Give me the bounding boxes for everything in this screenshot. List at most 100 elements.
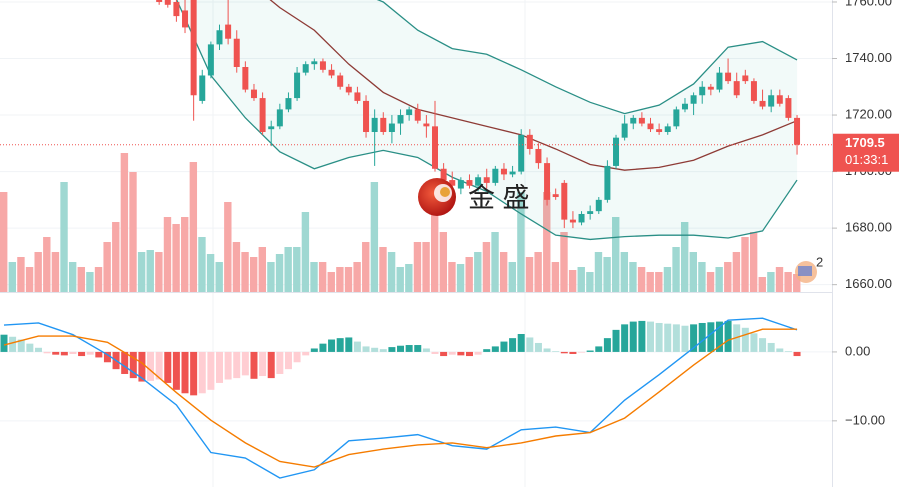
volume-bar — [51, 252, 60, 292]
candle-body — [742, 75, 749, 82]
macd-bar — [241, 351, 249, 376]
macd-bar — [560, 351, 568, 354]
macd-bar — [612, 329, 620, 352]
volume-bar — [8, 262, 17, 292]
volume-bar — [560, 232, 568, 292]
macd-bar — [578, 351, 586, 353]
volume-bar — [439, 232, 448, 292]
volume-bar — [405, 264, 413, 292]
candle-body — [406, 109, 413, 116]
volume-bar — [137, 252, 146, 292]
volume-bar — [474, 252, 482, 292]
volume-bar — [353, 262, 361, 292]
volume-bar — [715, 267, 723, 292]
volume-bar — [198, 237, 206, 292]
macd-bar — [17, 339, 25, 352]
volume-bar — [318, 262, 327, 292]
candle-body — [199, 75, 206, 101]
volume-bar — [499, 252, 508, 292]
volume-bar — [310, 262, 318, 292]
macd-bar — [759, 338, 767, 352]
candle-body — [725, 72, 732, 82]
volume-bar — [68, 262, 77, 292]
volume-bar — [775, 267, 784, 292]
price-tag-text: 1709.5 — [845, 135, 885, 150]
candle-body — [432, 126, 438, 169]
candle-body — [268, 126, 275, 130]
volume-bar — [663, 267, 672, 292]
macd-bar — [741, 327, 749, 352]
volume-bar — [284, 247, 292, 292]
macd-bar — [147, 351, 155, 381]
volume-bar — [577, 267, 585, 292]
volume-bar — [206, 254, 215, 292]
logo-dot — [440, 187, 450, 197]
macd-bar — [336, 338, 344, 352]
macd-bar — [216, 351, 223, 383]
macd-bar — [457, 351, 465, 356]
macd-bar — [388, 347, 396, 352]
candle-body — [207, 44, 214, 76]
volume-bar — [422, 242, 430, 292]
macd-bar — [172, 351, 180, 390]
candle-body — [319, 61, 326, 70]
macd-bar — [603, 338, 611, 352]
macd-bar — [750, 333, 758, 352]
candle-body — [285, 98, 292, 110]
y-tick-label: 1740.00 — [845, 50, 892, 65]
macd-bar — [405, 345, 413, 352]
macd-bar — [26, 343, 34, 352]
macd-bar — [621, 324, 629, 352]
volume-bar — [603, 257, 611, 292]
candle-body — [673, 109, 680, 127]
candle-body — [182, 10, 189, 28]
y-tick-label: 0.00 — [845, 343, 870, 358]
volume-bar — [25, 267, 34, 292]
y-tick-label: −10.00 — [845, 412, 885, 427]
candle-body — [233, 38, 240, 67]
candle-body — [500, 168, 507, 175]
macd-bar — [284, 351, 292, 370]
candle-body — [414, 109, 421, 121]
candle-body — [173, 1, 180, 17]
candle-body — [242, 66, 249, 90]
macd-bar — [233, 351, 241, 379]
band-middle — [269, 0, 798, 171]
candle-body — [535, 148, 542, 164]
volume-bar — [749, 232, 758, 292]
volume-bar — [215, 262, 223, 292]
volume-bar — [517, 192, 525, 292]
candle-body — [604, 165, 611, 200]
volume-bar — [43, 237, 51, 292]
macd-bar — [655, 322, 663, 352]
macd-bar — [647, 321, 654, 352]
macd-bar — [534, 342, 542, 352]
candle-body — [311, 61, 318, 65]
candle-body — [440, 168, 447, 181]
macd-bar — [69, 351, 77, 354]
macd-bar — [586, 350, 594, 352]
volume-bar — [362, 242, 370, 292]
macd-bar — [776, 348, 784, 352]
candle-body — [578, 213, 585, 223]
macd-bar — [43, 351, 51, 354]
candle-body — [397, 115, 404, 124]
volume-bar — [508, 262, 516, 292]
volume-bar — [689, 252, 697, 292]
macd-bar — [129, 351, 137, 379]
macd-bar — [784, 351, 792, 352]
candle-body — [621, 123, 628, 138]
macd-bar — [681, 325, 689, 352]
volume-bar — [344, 267, 353, 292]
badge-count: 2 — [816, 254, 823, 269]
macd-bar — [207, 351, 215, 390]
macd-bar — [86, 351, 94, 355]
volume-bar — [301, 212, 310, 292]
candle-body — [613, 137, 620, 166]
y-tick-label: 1680.00 — [845, 220, 892, 235]
macd-bar — [793, 351, 801, 357]
candle-body — [690, 95, 697, 104]
volume-bar — [94, 267, 103, 292]
volume-bar — [146, 250, 154, 292]
volume-bar — [413, 242, 422, 292]
